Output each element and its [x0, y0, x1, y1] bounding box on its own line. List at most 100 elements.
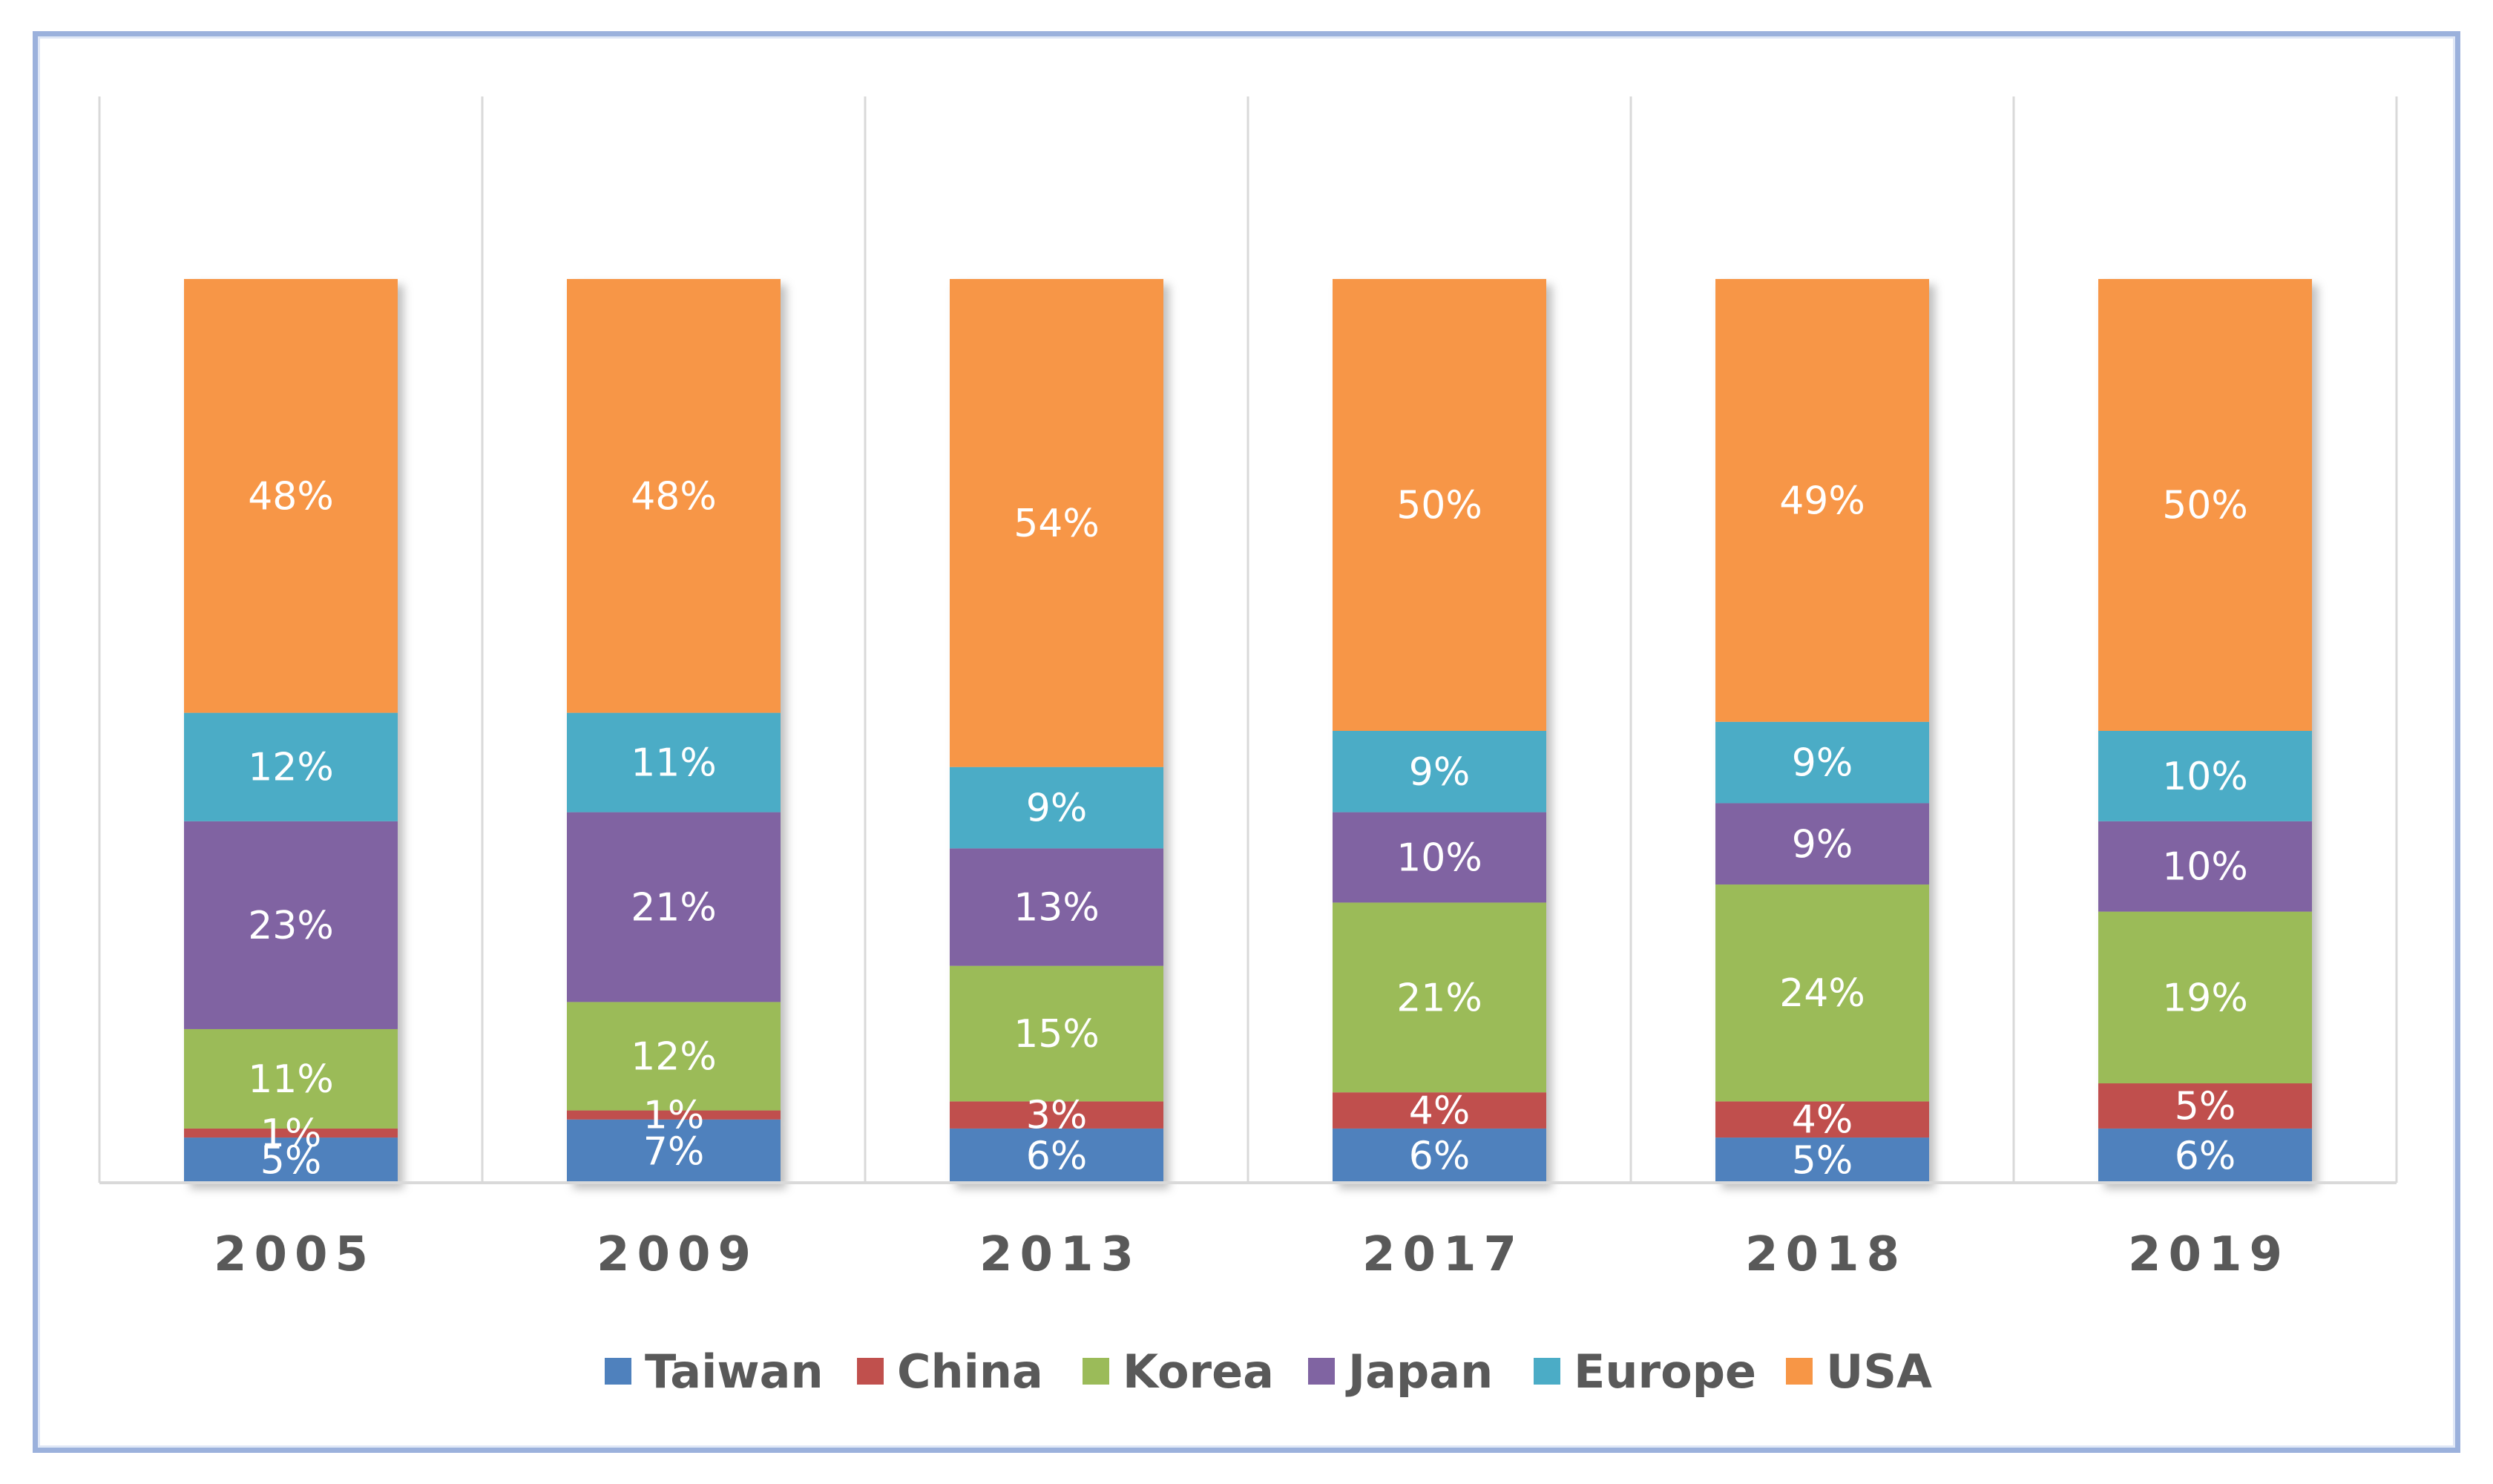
x-tick-label-2013: 2013 — [979, 1227, 1141, 1282]
bar-segment-japan-2019 — [2098, 821, 2312, 912]
data-label-korea-2005: 11% — [248, 1057, 334, 1102]
bar-segment-china-2018 — [1715, 1101, 1929, 1138]
bar-segment-usa-2017 — [1333, 279, 1546, 731]
bar-segment-china-2009 — [567, 1110, 781, 1120]
bar-groups: 5%1%11%23%12%48%7%1%12%21%11%48%6%3%15%1… — [184, 279, 2312, 1183]
bar-segment-china-2019 — [2098, 1083, 2312, 1129]
data-label-europe-2017: 9% — [1409, 750, 1471, 795]
bar-segment-korea-2009 — [567, 1002, 781, 1111]
legend-label-taiwan: Taiwan — [645, 1345, 824, 1399]
bar-segment-usa-2018 — [1715, 279, 1929, 722]
data-label-korea-2009: 12% — [631, 1034, 717, 1079]
bar-segment-china-2013 — [950, 1101, 1163, 1129]
data-label-japan-2018: 9% — [1792, 822, 1853, 867]
x-tick-label-2009: 2009 — [597, 1227, 758, 1282]
legend-swatch-taiwan — [605, 1358, 631, 1385]
bar-labels-2013: 6%3% 15% 13% 9% 54% — [1014, 502, 1100, 1179]
bar-segment-europe-2018 — [1715, 721, 1929, 804]
x-tick-label-2005: 2005 — [214, 1227, 375, 1282]
data-label-usa-2017: 50% — [1396, 484, 1482, 528]
bar-labels-2009: 7%1% 12% 21% 11% 48% — [631, 474, 717, 1174]
chart-frame — [33, 31, 2460, 1453]
legend-swatch-japan — [1308, 1358, 1335, 1385]
bar-segment-japan-2005 — [184, 821, 398, 1029]
data-label-japan-2019: 10% — [2162, 845, 2248, 890]
data-label-china-2018: 4% — [1792, 1098, 1853, 1143]
data-label-japan-2009: 21% — [631, 886, 717, 930]
legend: Taiwan China Korea Japan Europe USA — [605, 1345, 1932, 1399]
bar-segment-taiwan-2009 — [567, 1119, 781, 1183]
legend-item-usa: USA — [1786, 1345, 1932, 1399]
bar-segment-usa-2019 — [2098, 279, 2312, 731]
data-label-korea-2017: 21% — [1396, 976, 1482, 1020]
data-label-korea-2013: 15% — [1014, 1012, 1100, 1057]
bar-labels-2019: 6% 5% 19% 10% 10% 50% — [2162, 484, 2248, 1179]
bar-labels-2005: 5%1% 11% 23% 12% 48% — [248, 474, 334, 1183]
bar-segment-europe-2009 — [567, 712, 781, 812]
x-axis: 2005 2009 2013 2017 2018 2019 — [99, 1181, 2397, 1282]
data-label-taiwan-2019: 6% — [2175, 1134, 2236, 1178]
bar-segment-usa-2005 — [184, 279, 398, 713]
bar-segment-korea-2017 — [1333, 902, 1546, 1093]
bar-segment-japan-2009 — [567, 812, 781, 1002]
legend-item-japan: Japan — [1308, 1345, 1493, 1399]
data-label-china-2017: 4% — [1409, 1089, 1471, 1134]
bar-segment-usa-2009 — [567, 279, 781, 713]
bar-labels-2018: 5%4% 24% 9% 9% 49% — [1779, 479, 1865, 1183]
data-label-usa-2013: 54% — [1014, 502, 1100, 546]
bar-labels-2017: 6%4% 21% 10% 9% 50% — [1396, 484, 1482, 1179]
data-label-taiwan-2013: 6% — [1026, 1134, 1088, 1178]
legend-swatch-europe — [1534, 1358, 1560, 1385]
x-tick-label-2017: 2017 — [1362, 1227, 1524, 1282]
bar-segment-korea-2019 — [2098, 911, 2312, 1084]
legend-item-taiwan: Taiwan — [605, 1345, 824, 1399]
bar-segment-japan-2013 — [950, 848, 1163, 966]
data-label-usa-2018: 49% — [1779, 479, 1865, 523]
data-label-usa-2009: 48% — [631, 474, 717, 519]
bar-segment-korea-2013 — [950, 965, 1163, 1102]
legend-swatch-china — [857, 1358, 884, 1385]
legend-label-japan: Japan — [1345, 1345, 1493, 1399]
bar-segment-china-2017 — [1333, 1092, 1546, 1129]
data-label-japan-2017: 10% — [1396, 836, 1482, 881]
legend-swatch-korea — [1083, 1358, 1109, 1385]
legend-label-usa: USA — [1826, 1345, 1932, 1399]
data-label-europe-2009: 11% — [631, 741, 717, 786]
bar-stack-2005 — [184, 279, 398, 1183]
bar-stack-2009 — [567, 279, 781, 1183]
bar-segment-europe-2013 — [950, 766, 1163, 849]
bar-segment-europe-2019 — [2098, 731, 2312, 821]
x-tick-label-2019: 2019 — [2128, 1227, 2290, 1282]
bar-segment-japan-2017 — [1333, 812, 1546, 903]
data-label-taiwan-2009: 7% — [643, 1129, 705, 1174]
data-label-korea-2019: 19% — [2162, 976, 2248, 1020]
bar-stack-2019 — [2098, 279, 2312, 1183]
bar-segment-taiwan-2019 — [2098, 1128, 2312, 1183]
data-label-china-2013: 3% — [1026, 1094, 1088, 1138]
data-label-usa-2005: 48% — [248, 474, 334, 519]
bar-segment-europe-2017 — [1333, 731, 1546, 812]
bar-segment-korea-2005 — [184, 1028, 398, 1129]
bar-segment-china-2005 — [184, 1128, 398, 1138]
x-tick-label-2018: 2018 — [1745, 1227, 1907, 1282]
legend-swatch-usa — [1786, 1358, 1813, 1385]
legend-label-europe: Europe — [1574, 1345, 1756, 1399]
data-label-china-2009: 1% — [643, 1094, 705, 1138]
bar-segment-japan-2018 — [1715, 803, 1929, 885]
legend-item-korea: Korea — [1083, 1345, 1274, 1399]
data-label-europe-2018: 9% — [1792, 741, 1853, 786]
bar-segment-taiwan-2005 — [184, 1137, 398, 1183]
legend-label-china: China — [897, 1345, 1043, 1399]
category-separators — [98, 96, 2398, 1183]
bar-segment-korea-2018 — [1715, 884, 1929, 1102]
data-label-china-2005: 1% — [260, 1112, 322, 1156]
bar-stack-2018 — [1715, 279, 1929, 1183]
data-label-korea-2018: 24% — [1779, 971, 1865, 1016]
data-label-europe-2019: 10% — [2162, 755, 2248, 799]
data-label-china-2019: 5% — [2175, 1084, 2236, 1129]
legend-item-europe: Europe — [1534, 1345, 1756, 1399]
data-label-taiwan-2018: 5% — [1792, 1139, 1853, 1183]
data-label-taiwan-2005: 5% — [260, 1139, 322, 1183]
bar-stack-2017 — [1333, 279, 1546, 1183]
